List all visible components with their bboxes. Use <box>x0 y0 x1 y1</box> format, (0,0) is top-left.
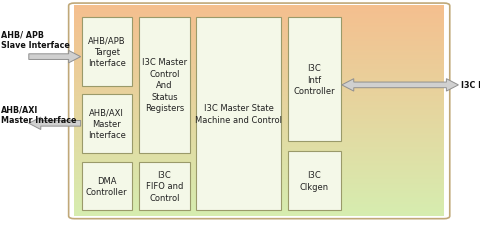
Polygon shape <box>342 79 458 92</box>
FancyBboxPatch shape <box>139 162 190 210</box>
Text: AHB/APB
Target
Interface: AHB/APB Target Interface <box>88 36 126 68</box>
Text: AHB/ APB
Slave Interface: AHB/ APB Slave Interface <box>1 31 70 50</box>
Text: I3C Master
Control
And
Status
Registers: I3C Master Control And Status Registers <box>142 58 187 113</box>
Text: I3C
Intf
Controller: I3C Intf Controller <box>294 64 335 96</box>
Polygon shape <box>29 117 81 130</box>
Polygon shape <box>29 51 81 63</box>
FancyBboxPatch shape <box>82 162 132 210</box>
Text: AHB/AXI
Master
Interface: AHB/AXI Master Interface <box>88 108 126 140</box>
FancyBboxPatch shape <box>288 18 341 142</box>
FancyBboxPatch shape <box>82 94 132 153</box>
Text: I3C
Clkgen: I3C Clkgen <box>300 171 329 191</box>
Text: AHB/AXI
Master Interface: AHB/AXI Master Interface <box>1 105 76 124</box>
FancyBboxPatch shape <box>288 152 341 210</box>
Text: DMA
Controller: DMA Controller <box>86 176 128 196</box>
FancyBboxPatch shape <box>139 18 190 153</box>
FancyBboxPatch shape <box>196 18 281 210</box>
Text: I3C
FIFO and
Control: I3C FIFO and Control <box>146 170 183 202</box>
Text: I3C Master State
Machine and Control: I3C Master State Machine and Control <box>195 104 282 124</box>
Text: I3C Intf: I3C Intf <box>461 81 480 90</box>
FancyBboxPatch shape <box>82 18 132 87</box>
